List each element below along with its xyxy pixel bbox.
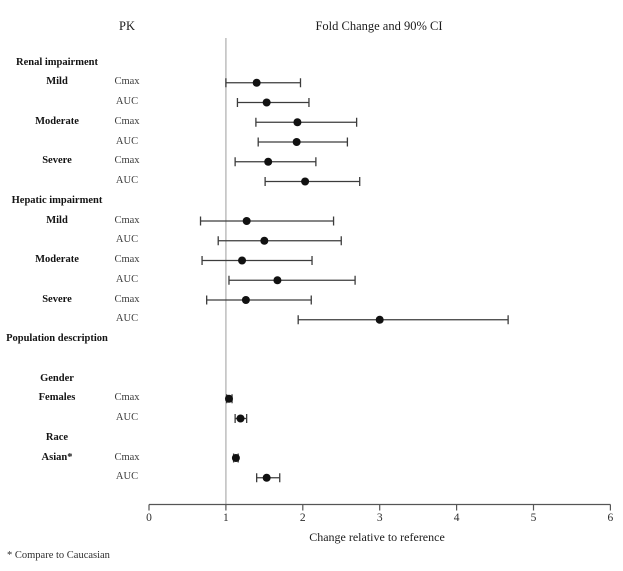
- point-estimate-marker: [264, 157, 273, 166]
- param-label: AUC: [115, 273, 139, 285]
- group-label: Moderate: [35, 254, 79, 265]
- point-estimate-marker: [375, 315, 384, 324]
- group-label: Asian*: [41, 451, 73, 463]
- point-estimate-marker: [224, 394, 233, 403]
- param-label: Cmax: [114, 451, 140, 463]
- x-axis-tick-label: 1: [223, 512, 229, 524]
- group-label: Mild: [46, 76, 68, 88]
- group-label: Severe: [42, 155, 72, 167]
- x-axis-label: Change relative to reference: [309, 530, 445, 544]
- param-label: Cmax: [114, 254, 140, 265]
- x-axis-tick-label: 0: [146, 512, 152, 524]
- point-estimate-marker: [231, 454, 240, 462]
- param-label: AUC: [115, 313, 139, 325]
- group-label: Mild: [46, 214, 68, 226]
- x-axis-tick-label: 2: [299, 512, 306, 524]
- group-label: Moderate: [35, 115, 79, 127]
- param-label: AUC: [115, 96, 139, 107]
- param-label: AUC: [115, 471, 139, 483]
- x-axis-tick-label: 5: [530, 512, 537, 524]
- pk-column-header: PK: [119, 19, 135, 33]
- point-estimate-marker: [273, 276, 282, 285]
- param-label: Cmax: [114, 115, 140, 127]
- point-estimate-marker: [293, 118, 302, 127]
- group-label: Females: [38, 392, 76, 404]
- point-estimate-marker: [236, 414, 245, 423]
- x-axis-tick-label: 6: [607, 512, 614, 524]
- param-label: AUC: [115, 175, 139, 186]
- point-estimate-marker: [238, 256, 247, 265]
- param-label: Cmax: [114, 214, 140, 226]
- point-estimate-marker: [252, 78, 261, 87]
- point-estimate-marker: [292, 138, 301, 146]
- section-label: Population description: [6, 333, 108, 344]
- section-label: Race: [45, 431, 69, 443]
- param-label: Cmax: [114, 293, 140, 305]
- point-estimate-marker: [301, 177, 310, 186]
- point-estimate-marker: [241, 296, 250, 304]
- section-label: Renal impairment: [16, 56, 98, 68]
- section-label: Hepatic impairment: [11, 194, 103, 206]
- x-axis-tick-label: 3: [376, 512, 383, 524]
- param-label: Cmax: [114, 392, 140, 404]
- point-estimate-marker: [242, 217, 251, 225]
- param-label: AUC: [115, 412, 139, 423]
- section-label: Gender: [40, 372, 74, 384]
- footnote: * Compare to Caucasian: [7, 550, 110, 561]
- param-label: AUC: [115, 135, 139, 147]
- param-label: AUC: [115, 234, 139, 246]
- group-label: Severe: [42, 293, 72, 305]
- param-label: Cmax: [114, 155, 140, 167]
- point-estimate-marker: [262, 98, 271, 107]
- param-label: Cmax: [114, 76, 140, 88]
- x-axis-tick-label: 4: [453, 512, 460, 524]
- chart-title: Fold Change and 90% CI: [315, 19, 443, 33]
- point-estimate-marker: [260, 236, 269, 245]
- point-estimate-marker: [262, 473, 271, 482]
